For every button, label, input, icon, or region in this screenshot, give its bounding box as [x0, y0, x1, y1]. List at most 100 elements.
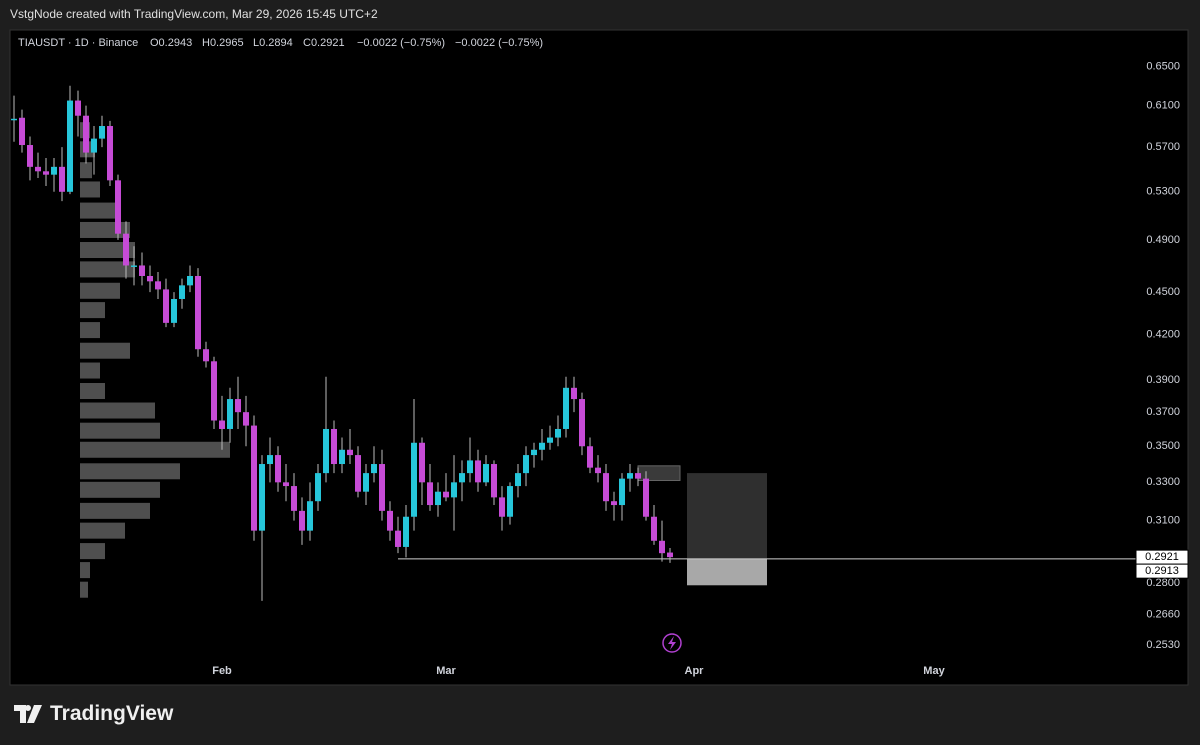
volume-profile-bar: [80, 543, 105, 560]
change: −0.0022 (−0.75%): [455, 37, 543, 49]
change: −0.0022 (−0.75%): [357, 37, 445, 49]
volume-profile-bar: [80, 221, 130, 238]
candle-body: [379, 464, 385, 511]
chart-panel: [9, 29, 1189, 686]
candle-body: [19, 117, 25, 146]
candle-body: [211, 361, 217, 421]
candle-body: [595, 467, 601, 474]
position-stop: [687, 558, 767, 586]
candle-body: [123, 233, 129, 266]
candle-body: [339, 449, 345, 465]
candle-body: [219, 420, 225, 429]
candle-body: [435, 491, 441, 506]
candle-body: [227, 399, 233, 429]
candle-body: [611, 501, 617, 506]
y-tick-label: 0.5300: [1146, 186, 1180, 198]
candle-body: [83, 115, 89, 153]
candle-body: [635, 473, 641, 479]
candle-body: [411, 442, 417, 517]
candle-body: [35, 166, 41, 172]
x-tick-label: Apr: [685, 665, 705, 677]
zone: [637, 465, 681, 481]
volume-profile-bar: [80, 581, 88, 598]
candle-body: [371, 464, 377, 474]
candle-body: [163, 289, 169, 323]
volume-profile-bar: [80, 282, 120, 299]
candle-body: [283, 482, 289, 487]
y-tick-label: 0.6100: [1146, 99, 1180, 111]
candle-body: [491, 464, 497, 498]
candle-body: [667, 552, 673, 558]
candle-body: [579, 399, 585, 447]
volume-profile-bar: [80, 481, 160, 498]
y-tick-label: 0.6500: [1146, 61, 1180, 73]
candle-body: [155, 281, 161, 290]
y-tick-label: 0.2660: [1146, 608, 1180, 620]
candle-body: [91, 138, 97, 153]
y-tick-label: 0.2530: [1146, 639, 1180, 651]
candle-body: [587, 446, 593, 468]
volume-profile-bar: [80, 522, 125, 539]
price-tag-label: 0.2921: [1145, 551, 1179, 563]
candle-body: [651, 516, 657, 541]
candle-body: [139, 265, 145, 276]
candle-body: [643, 478, 649, 517]
candle-body: [467, 460, 473, 474]
symbol: TIAUSDT · 1D · Binance: [18, 37, 138, 49]
candle-body: [275, 455, 281, 483]
alert-bolt: [668, 636, 676, 650]
candle-body: [171, 298, 177, 323]
volume-profile-bar: [80, 502, 150, 519]
volume-profile-bar: [80, 422, 160, 439]
candle-body: [99, 126, 105, 139]
candle-body: [355, 455, 361, 492]
candle-body: [67, 100, 73, 192]
candle-body: [27, 145, 33, 167]
y-tick-label: 0.3100: [1146, 515, 1180, 527]
price-tag-label: 0.2913: [1145, 565, 1179, 577]
y-tick-label: 0.4900: [1146, 234, 1180, 246]
candle-body: [515, 473, 521, 487]
candle-body: [507, 486, 513, 517]
candle-body: [603, 473, 609, 502]
y-tick-label: 0.4200: [1146, 328, 1180, 340]
candle-body: [499, 497, 505, 517]
y-tick-label: 0.3300: [1146, 476, 1180, 488]
x-tick-label: May: [923, 665, 945, 677]
candle-body: [299, 510, 305, 531]
x-tick-label: Feb: [212, 665, 232, 677]
ohlc-open: O0.2943: [150, 37, 192, 49]
candle-body: [235, 399, 241, 413]
candle-body: [427, 482, 433, 506]
volume-profile-bar: [80, 162, 92, 179]
candle-body: [547, 437, 553, 443]
candle-body: [531, 449, 537, 456]
logo: TradingView: [14, 702, 173, 726]
candle-body: [307, 501, 313, 531]
candle-body: [11, 118, 17, 121]
candle-body: [387, 510, 393, 531]
candle-body: [419, 442, 425, 483]
alert-icon[interactable]: [662, 633, 682, 653]
candle-body: [259, 464, 265, 531]
candle-body: [107, 126, 113, 181]
candle-body: [75, 100, 81, 116]
candle-body: [331, 428, 337, 465]
candle-body: [115, 180, 121, 234]
candle-body: [619, 478, 625, 506]
credit: VstgNode created with TradingView.com, M…: [10, 7, 378, 21]
volume-profile-bar: [80, 242, 135, 259]
y-tick-label: 0.3700: [1146, 406, 1180, 418]
candle-body: [291, 486, 297, 511]
candle-body: [251, 425, 257, 531]
candle-body: [315, 473, 321, 502]
ohlc-close: C0.2921: [303, 37, 345, 49]
candle-body: [395, 530, 401, 547]
candle-body: [627, 473, 633, 479]
candle-body: [659, 540, 665, 554]
y-tick-label: 0.5700: [1146, 141, 1180, 153]
candle-body: [323, 428, 329, 474]
candle-body: [187, 275, 193, 286]
volume-profile-bar: [80, 441, 230, 458]
